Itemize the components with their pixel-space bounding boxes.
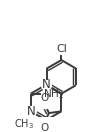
Text: N: N <box>41 78 50 91</box>
Text: CH$_3$: CH$_3$ <box>14 117 34 131</box>
Text: NH$_2$: NH$_2$ <box>43 87 64 101</box>
Text: O: O <box>40 123 48 132</box>
Text: O: O <box>40 93 48 103</box>
Text: N: N <box>26 105 35 118</box>
Text: Cl: Cl <box>55 44 66 54</box>
